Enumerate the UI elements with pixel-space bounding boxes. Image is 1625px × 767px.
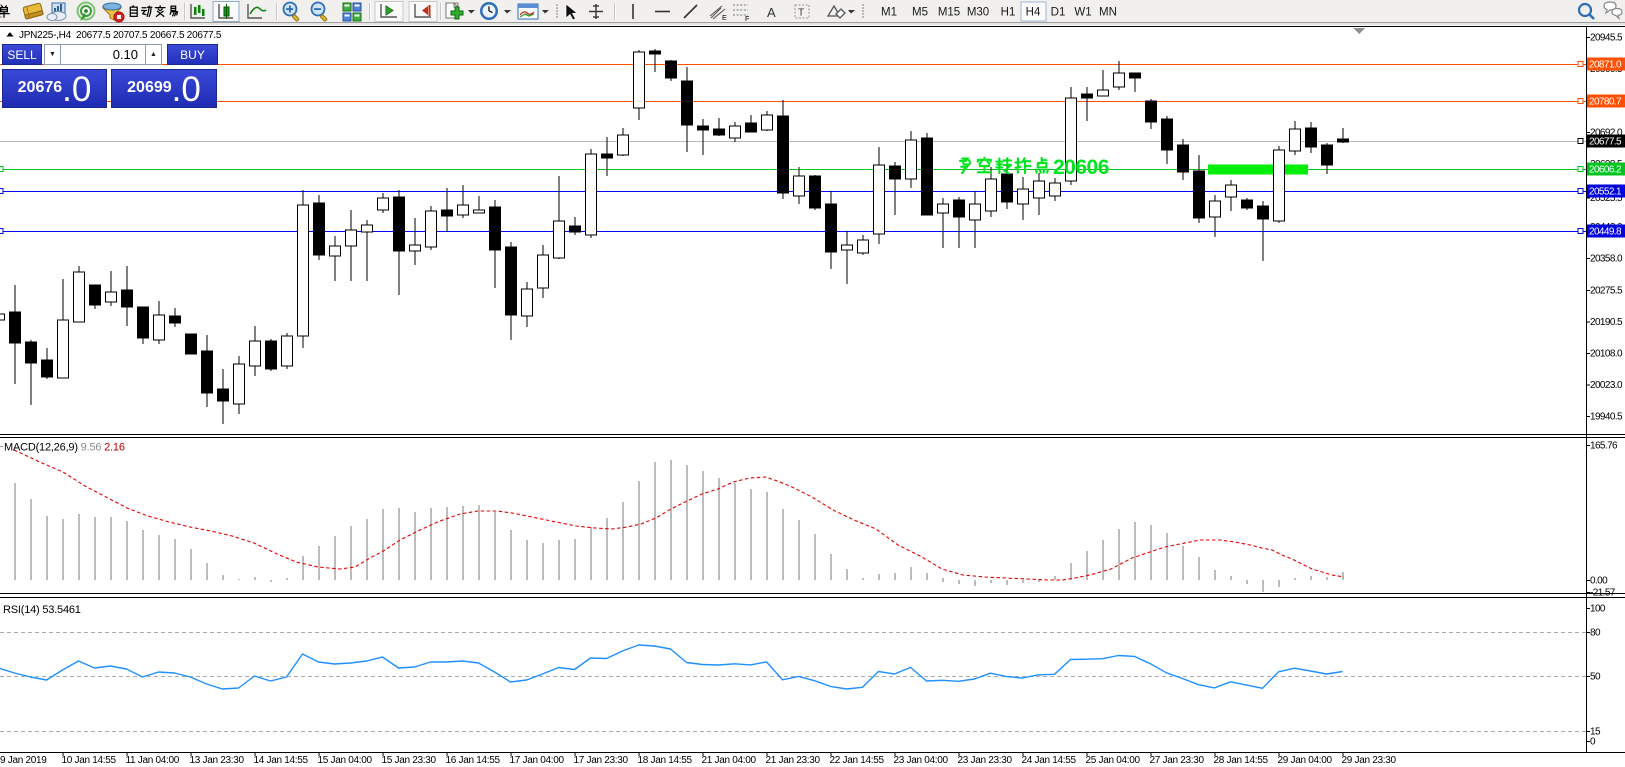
svg-text:20023.0: 20023.0 bbox=[1590, 380, 1623, 391]
svg-text:20449.8: 20449.8 bbox=[1589, 227, 1622, 238]
svg-text:W1: W1 bbox=[1074, 7, 1091, 19]
svg-text:20525.5: 20525.5 bbox=[1590, 193, 1623, 204]
svg-text:22 Jan 14:55: 22 Jan 14:55 bbox=[830, 755, 885, 766]
svg-text:20692.0: 20692.0 bbox=[1590, 127, 1623, 138]
svg-text:MACD(12,26,9) 9.56 2.16: MACD(12,26,9) 9.56 2.16 bbox=[4, 442, 125, 454]
svg-text:M5: M5 bbox=[912, 7, 928, 19]
svg-text:JPN225-,H4 20677.5 20707.5 20: JPN225-,H4 20677.5 20707.5 20667.5 20677… bbox=[19, 30, 222, 41]
svg-text:A: A bbox=[767, 5, 776, 20]
svg-text:20358.0: 20358.0 bbox=[1590, 254, 1623, 265]
svg-text:23 Jan 23:30: 23 Jan 23:30 bbox=[958, 755, 1013, 766]
svg-text:MN: MN bbox=[1099, 7, 1117, 19]
svg-text:20552.1: 20552.1 bbox=[1589, 187, 1622, 198]
svg-text:H1: H1 bbox=[1001, 7, 1016, 19]
svg-text:M1: M1 bbox=[881, 7, 897, 19]
svg-text:80: 80 bbox=[1590, 628, 1601, 639]
svg-text:20871.0: 20871.0 bbox=[1589, 60, 1622, 71]
svg-text:15 Jan 23:30: 15 Jan 23:30 bbox=[382, 755, 437, 766]
svg-text:13 Jan 23:30: 13 Jan 23:30 bbox=[190, 755, 245, 766]
svg-text:RSI(14) 53.5461: RSI(14) 53.5461 bbox=[3, 604, 81, 616]
svg-text:20606.2: 20606.2 bbox=[1589, 165, 1622, 176]
svg-text:M30: M30 bbox=[967, 7, 989, 19]
svg-text:24 Jan 14:55: 24 Jan 14:55 bbox=[1022, 755, 1077, 766]
svg-text:18 Jan 14:55: 18 Jan 14:55 bbox=[638, 755, 693, 766]
svg-text:25 Jan 04:00: 25 Jan 04:00 bbox=[1086, 755, 1141, 766]
svg-text:15 Jan 04:00: 15 Jan 04:00 bbox=[318, 755, 373, 766]
svg-text:0: 0 bbox=[1590, 737, 1596, 748]
svg-text:20606: 20606 bbox=[1053, 156, 1109, 179]
svg-text:165.76: 165.76 bbox=[1590, 441, 1618, 452]
svg-text:10 Jan 14:55: 10 Jan 14:55 bbox=[62, 755, 117, 766]
svg-text:29 Jan 23:30: 29 Jan 23:30 bbox=[1342, 755, 1397, 766]
svg-text:0.00: 0.00 bbox=[1590, 576, 1608, 587]
svg-text:19940.5: 19940.5 bbox=[1590, 412, 1623, 423]
svg-text:17 Jan 23:30: 17 Jan 23:30 bbox=[574, 755, 629, 766]
svg-text:29 Jan 04:00: 29 Jan 04:00 bbox=[1278, 755, 1333, 766]
svg-text:9 Jan 2019: 9 Jan 2019 bbox=[0, 755, 47, 766]
svg-text:20108.0: 20108.0 bbox=[1590, 349, 1623, 360]
svg-text:16 Jan 14:55: 16 Jan 14:55 bbox=[446, 755, 501, 766]
svg-text:T: T bbox=[798, 8, 804, 19]
svg-text:50: 50 bbox=[1590, 672, 1601, 683]
svg-text:M15: M15 bbox=[938, 7, 960, 19]
svg-text:14 Jan 14:55: 14 Jan 14:55 bbox=[254, 755, 309, 766]
svg-text:20275.5: 20275.5 bbox=[1590, 285, 1623, 296]
svg-text:100: 100 bbox=[1590, 604, 1606, 615]
svg-text:28 Jan 14:55: 28 Jan 14:55 bbox=[1214, 755, 1269, 766]
svg-text:H4: H4 bbox=[1026, 7, 1041, 19]
svg-text:20945.5: 20945.5 bbox=[1590, 33, 1623, 44]
svg-text:20677.5: 20677.5 bbox=[1589, 137, 1622, 148]
svg-text:D1: D1 bbox=[1051, 7, 1066, 19]
svg-text:E: E bbox=[722, 15, 727, 22]
svg-text:20780.7: 20780.7 bbox=[1589, 97, 1622, 108]
svg-text:23 Jan 04:00: 23 Jan 04:00 bbox=[894, 755, 949, 766]
svg-text:20190.5: 20190.5 bbox=[1590, 317, 1623, 328]
svg-text:27 Jan 23:30: 27 Jan 23:30 bbox=[1150, 755, 1205, 766]
svg-text:21 Jan 23:30: 21 Jan 23:30 bbox=[766, 755, 821, 766]
svg-text:-21.57: -21.57 bbox=[1590, 588, 1616, 599]
svg-text:F: F bbox=[745, 16, 749, 23]
svg-text:11 Jan 04:00: 11 Jan 04:00 bbox=[126, 755, 180, 766]
svg-text:15: 15 bbox=[1590, 727, 1601, 738]
svg-text:21 Jan 04:00: 21 Jan 04:00 bbox=[702, 755, 757, 766]
svg-text:17 Jan 04:00: 17 Jan 04:00 bbox=[510, 755, 565, 766]
